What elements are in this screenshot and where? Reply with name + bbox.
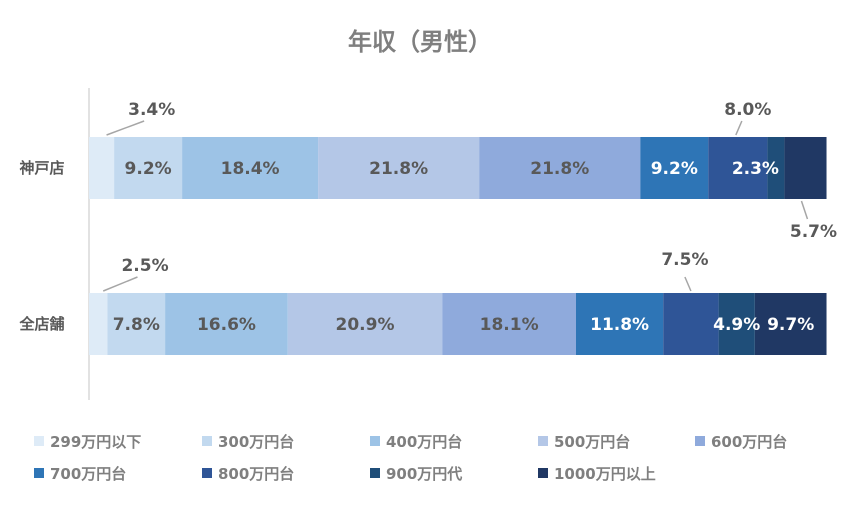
bar-segment xyxy=(718,293,755,355)
legend-label: 700万円台 xyxy=(50,465,126,483)
leader-line xyxy=(102,276,138,292)
legend-swatch xyxy=(202,468,212,478)
data-label: 18.1% xyxy=(480,315,539,335)
legend-item: 1000万円以上 xyxy=(538,465,656,483)
bar-segment xyxy=(576,293,664,355)
bar-segment xyxy=(107,293,166,355)
legend: 299万円以下 300万円台 400万円台 500万円台 600万円台 700万円台 800… xyxy=(34,433,787,483)
data-label: 8.0% xyxy=(724,100,771,120)
data-label: 5.7% xyxy=(790,222,837,242)
data-label: 18.4% xyxy=(221,159,280,179)
legend-label: 900万円代 xyxy=(386,465,462,483)
legend-item: 500万円台 xyxy=(538,433,630,451)
legend-item: 400万円台 xyxy=(370,433,462,451)
bar-segment xyxy=(663,293,719,355)
legend-swatch xyxy=(34,468,44,478)
bar-segment xyxy=(89,137,115,199)
legend-swatch xyxy=(538,468,548,478)
bar-segment xyxy=(114,137,183,199)
data-label: 9.2% xyxy=(125,159,172,179)
leader-lines-layer xyxy=(102,120,809,292)
data-labels-layer: 3.4% 9.2% 18.4% 21.8% 21.8% 9.2% 8.0% 2.3% 5.7% 2… xyxy=(113,100,837,335)
legend-label: 600万円台 xyxy=(711,433,787,451)
data-label: 7.8% xyxy=(113,315,160,335)
data-label: 9.2% xyxy=(651,159,698,179)
data-label: 3.4% xyxy=(128,100,175,120)
bar-segment xyxy=(479,137,641,199)
legend-swatch xyxy=(370,468,380,478)
legend-label: 1000万円以上 xyxy=(554,465,656,483)
data-label: 20.9% xyxy=(336,315,395,335)
bar-segment xyxy=(287,293,443,355)
legend-swatch xyxy=(695,436,705,446)
legend-label: 400万円台 xyxy=(386,433,462,451)
legend-item: 300万円台 xyxy=(202,433,294,451)
legend-label: 299万円以下 xyxy=(50,433,141,451)
leader-line xyxy=(735,120,743,136)
bar-segment xyxy=(767,137,785,199)
bars-layer xyxy=(89,137,827,355)
bar-segment xyxy=(708,137,768,199)
legend-item: 800万円台 xyxy=(202,465,294,483)
legend-item: 600万円台 xyxy=(695,433,787,451)
bar-segment xyxy=(442,293,577,355)
bar-segment xyxy=(754,293,827,355)
category-label: 神戸店 xyxy=(19,159,64,177)
data-label: 11.8% xyxy=(590,315,649,335)
data-label: 16.6% xyxy=(197,315,256,335)
legend-swatch xyxy=(34,436,44,446)
legend-swatch xyxy=(202,436,212,446)
bar-segment xyxy=(89,293,108,355)
data-label: 4.9% xyxy=(713,315,760,335)
legend-item: 900万円代 xyxy=(370,465,462,483)
data-label: 21.8% xyxy=(530,159,589,179)
legend-item: 299万円以下 xyxy=(34,433,141,451)
data-label: 9.7% xyxy=(767,315,814,335)
bar-segment xyxy=(165,293,288,355)
legend-swatch xyxy=(538,436,548,446)
category-label: 全店舗 xyxy=(18,315,64,333)
bar-segment xyxy=(182,137,319,199)
leader-line xyxy=(800,200,809,220)
legend-label: 300万円台 xyxy=(218,433,294,451)
leader-line xyxy=(684,276,692,292)
legend-item: 700万円台 xyxy=(34,465,126,483)
bar-segment xyxy=(784,137,827,199)
legend-swatch xyxy=(370,436,380,446)
bar-segment xyxy=(640,137,709,199)
data-label: 2.5% xyxy=(121,256,168,276)
chart-title: 年収（男性） xyxy=(348,28,492,56)
data-label: 2.3% xyxy=(732,159,779,179)
bar-segment xyxy=(318,137,480,199)
leader-line xyxy=(106,120,145,136)
data-label: 7.5% xyxy=(661,250,708,270)
legend-label: 800万円台 xyxy=(218,465,294,483)
data-label: 21.8% xyxy=(369,159,428,179)
legend-label: 500万円台 xyxy=(554,433,630,451)
